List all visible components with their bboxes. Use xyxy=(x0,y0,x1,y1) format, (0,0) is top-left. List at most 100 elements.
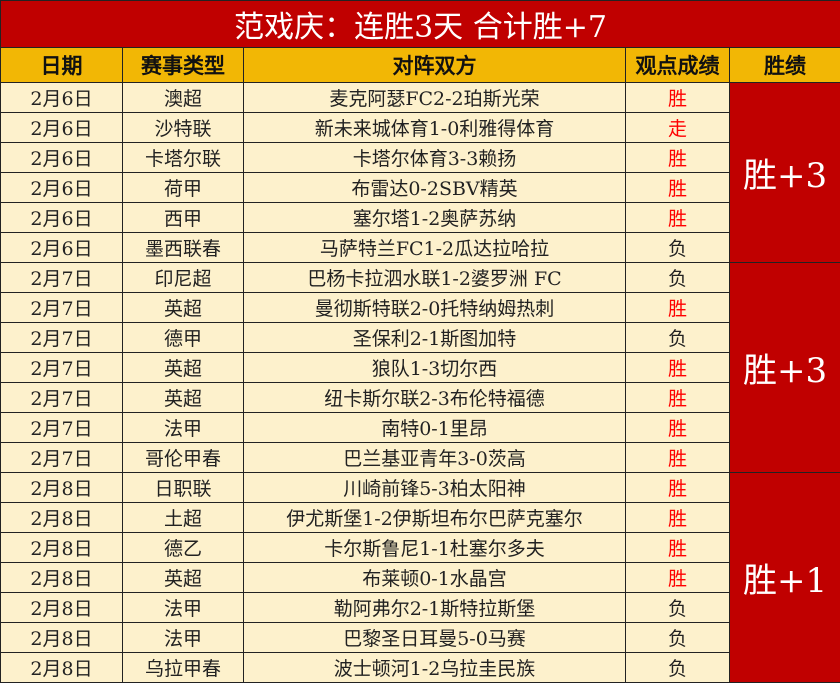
cell-result: 负 xyxy=(626,323,730,353)
table-row: 2月7日法甲南特0-1里昂胜 xyxy=(1,413,840,443)
cell-type: 英超 xyxy=(123,293,244,323)
cell-match: 勒阿弗尔2-1斯特拉斯堡 xyxy=(244,593,626,623)
cell-date: 2月7日 xyxy=(1,383,123,413)
table-row: 2月7日英超曼彻斯特联2-0托特纳姆热刺胜 xyxy=(1,293,840,323)
cell-result: 走 xyxy=(626,113,730,143)
cell-match: 圣保利2-1斯图加特 xyxy=(244,323,626,353)
cell-type: 德乙 xyxy=(123,533,244,563)
cell-type: 哥伦甲春 xyxy=(123,443,244,473)
cell-date: 2月7日 xyxy=(1,263,123,293)
cell-type: 土超 xyxy=(123,503,244,533)
cell-type: 法甲 xyxy=(123,593,244,623)
cell-result: 负 xyxy=(626,593,730,623)
cell-result: 负 xyxy=(626,653,730,683)
cell-type: 英超 xyxy=(123,353,244,383)
table-row: 2月8日法甲巴黎圣日耳曼5-0马赛负 xyxy=(1,623,840,653)
table-row: 2月6日墨西联春马萨特兰FC1-2瓜达拉哈拉负 xyxy=(1,233,840,263)
cell-type: 印尼超 xyxy=(123,263,244,293)
header-date: 日期 xyxy=(1,48,123,83)
table-row: 2月6日澳超麦克阿瑟FC2-2珀斯光荣胜胜+3 xyxy=(1,83,840,113)
cell-result: 胜 xyxy=(626,563,730,593)
cell-type: 英超 xyxy=(123,383,244,413)
cell-result: 胜 xyxy=(626,83,730,113)
cell-date: 2月7日 xyxy=(1,353,123,383)
cell-date: 2月8日 xyxy=(1,563,123,593)
header-summary: 胜绩 xyxy=(730,48,840,83)
header-type: 赛事类型 xyxy=(123,48,244,83)
cell-type: 英超 xyxy=(123,563,244,593)
cell-date: 2月6日 xyxy=(1,233,123,263)
table-row: 2月7日德甲圣保利2-1斯图加特负 xyxy=(1,323,840,353)
cell-result: 胜 xyxy=(626,353,730,383)
header-match: 对阵双方 xyxy=(244,48,626,83)
cell-type: 法甲 xyxy=(123,413,244,443)
cell-match: 卡塔尔体育3-3赖扬 xyxy=(244,143,626,173)
group-summary: 胜+1 xyxy=(730,473,840,683)
cell-date: 2月7日 xyxy=(1,293,123,323)
cell-type: 墨西联春 xyxy=(123,233,244,263)
cell-type: 法甲 xyxy=(123,623,244,653)
cell-match: 布莱顿0-1水晶宫 xyxy=(244,563,626,593)
cell-result: 胜 xyxy=(626,143,730,173)
cell-match: 塞尔塔1-2奥萨苏纳 xyxy=(244,203,626,233)
cell-type: 卡塔尔联 xyxy=(123,143,244,173)
cell-type: 乌拉甲春 xyxy=(123,653,244,683)
cell-date: 2月8日 xyxy=(1,653,123,683)
cell-date: 2月8日 xyxy=(1,593,123,623)
cell-match: 新未来城体育1-0利雅得体育 xyxy=(244,113,626,143)
cell-date: 2月7日 xyxy=(1,323,123,353)
cell-match: 麦克阿瑟FC2-2珀斯光荣 xyxy=(244,83,626,113)
table-row: 2月6日荷甲布雷达0-2SBV精英胜 xyxy=(1,173,840,203)
cell-date: 2月8日 xyxy=(1,533,123,563)
table-row: 2月8日乌拉甲春波士顿河1-2乌拉圭民族负 xyxy=(1,653,840,683)
cell-type: 西甲 xyxy=(123,203,244,233)
table-row: 2月8日德乙卡尔斯鲁尼1-1杜塞尔多夫胜 xyxy=(1,533,840,563)
table-row: 2月8日土超伊尤斯堡1-2伊斯坦布尔巴萨克塞尔胜 xyxy=(1,503,840,533)
cell-match: 卡尔斯鲁尼1-1杜塞尔多夫 xyxy=(244,533,626,563)
cell-type: 日职联 xyxy=(123,473,244,503)
cell-result: 胜 xyxy=(626,533,730,563)
table-row: 2月7日英超狼队1-3切尔西胜 xyxy=(1,353,840,383)
cell-match: 曼彻斯特联2-0托特纳姆热刺 xyxy=(244,293,626,323)
cell-date: 2月6日 xyxy=(1,83,123,113)
cell-type: 德甲 xyxy=(123,323,244,353)
cell-result: 胜 xyxy=(626,413,730,443)
cell-result: 胜 xyxy=(626,293,730,323)
table-row: 2月8日英超布莱顿0-1水晶宫胜 xyxy=(1,563,840,593)
table-row: 2月8日日职联川崎前锋5-3柏太阳神胜胜+1 xyxy=(1,473,840,503)
table-row: 2月8日法甲勒阿弗尔2-1斯特拉斯堡负 xyxy=(1,593,840,623)
page-title: 范戏庆：连胜3天 合计胜+7 xyxy=(1,1,840,48)
cell-date: 2月6日 xyxy=(1,113,123,143)
cell-date: 2月8日 xyxy=(1,503,123,533)
cell-result: 负 xyxy=(626,263,730,293)
cell-date: 2月7日 xyxy=(1,413,123,443)
cell-type: 荷甲 xyxy=(123,173,244,203)
header-result: 观点成绩 xyxy=(626,48,730,83)
group-summary: 胜+3 xyxy=(730,83,840,263)
cell-result: 胜 xyxy=(626,383,730,413)
cell-date: 2月6日 xyxy=(1,173,123,203)
cell-result: 胜 xyxy=(626,203,730,233)
cell-result: 胜 xyxy=(626,173,730,203)
cell-match: 纽卡斯尔联2-3布伦特福德 xyxy=(244,383,626,413)
table-row: 2月6日沙特联新未来城体育1-0利雅得体育走 xyxy=(1,113,840,143)
cell-result: 负 xyxy=(626,623,730,653)
cell-match: 巴兰基亚青年3-0茨高 xyxy=(244,443,626,473)
table-row: 2月6日西甲塞尔塔1-2奥萨苏纳胜 xyxy=(1,203,840,233)
cell-result: 胜 xyxy=(626,443,730,473)
cell-date: 2月7日 xyxy=(1,443,123,473)
cell-type: 澳超 xyxy=(123,83,244,113)
cell-result: 胜 xyxy=(626,503,730,533)
cell-match: 狼队1-3切尔西 xyxy=(244,353,626,383)
header-row: 日期 赛事类型 对阵双方 观点成绩 胜绩 xyxy=(1,48,840,83)
cell-date: 2月6日 xyxy=(1,143,123,173)
cell-date: 2月8日 xyxy=(1,623,123,653)
cell-match: 巴杨卡拉泗水联1-2婆罗洲 FC xyxy=(244,263,626,293)
cell-result: 胜 xyxy=(626,473,730,503)
cell-match: 波士顿河1-2乌拉圭民族 xyxy=(244,653,626,683)
cell-result: 负 xyxy=(626,233,730,263)
cell-type: 沙特联 xyxy=(123,113,244,143)
cell-match: 南特0-1里昂 xyxy=(244,413,626,443)
